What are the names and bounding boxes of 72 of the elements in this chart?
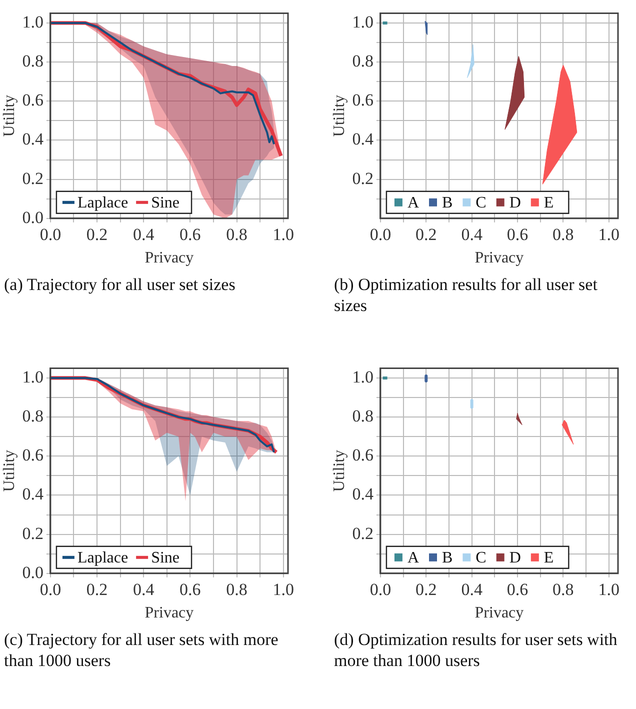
x-axis-title: Privacy [474, 250, 524, 267]
legend-label: B [442, 550, 453, 567]
y-tick-label: 1.0 [352, 367, 374, 386]
x-tick-label: 0.6 [506, 580, 528, 600]
x-tick-label: 0.6 [180, 225, 201, 244]
y-tick-label: 0.8 [22, 52, 44, 71]
legend-label: Sine [151, 194, 180, 212]
y-tick-label: 1.0 [22, 12, 44, 32]
legend-label: A [407, 194, 420, 212]
y-tick-label: 0.8 [352, 406, 374, 426]
x-tick-label: 0.4 [461, 580, 483, 600]
x-tick-label: 1.0 [272, 225, 294, 244]
x-tick-label: 0.2 [86, 580, 108, 600]
legend-label: Laplace [77, 550, 128, 567]
x-tick-label: 0.8 [552, 225, 574, 244]
text: (b) Optimization results for all user set sizes [333, 274, 598, 316]
legend-label: E [544, 194, 554, 212]
y-tick-label: 0.2 [22, 168, 44, 188]
y-tick-label: 1.0 [352, 12, 374, 32]
x-tick-label: 0.6 [180, 580, 201, 600]
y-tick-label: 0.4 [352, 484, 374, 504]
legend-label: Laplace [77, 194, 128, 212]
legend-label: E [544, 550, 554, 567]
legend-label: A [407, 550, 420, 567]
y-tick-label: 0.4 [352, 130, 374, 149]
text: (a) Trajectory for all user set sizes [3, 274, 236, 295]
x-axis-title: Privacy [144, 604, 194, 622]
y-tick-label: 0.0 [22, 208, 44, 227]
y-tick-label: 0.6 [22, 90, 44, 110]
y-axis-title: Utility [330, 94, 348, 137]
x-tick-label: 0.0 [40, 225, 62, 244]
y-tick-label: 0.2 [352, 524, 374, 543]
x-axis-title: Privacy [474, 604, 524, 622]
y-axis-title: Utility [330, 450, 348, 492]
x-tick-label: 1.0 [272, 580, 294, 600]
y-axis-title: Utility [0, 94, 18, 137]
x-tick-label: 0.2 [416, 225, 437, 244]
y-tick-label: 0.2 [22, 524, 44, 543]
x-tick-label: 0.8 [226, 580, 248, 600]
x-tick-label: 0.2 [86, 225, 108, 244]
x-tick-label: 0.4 [132, 225, 155, 244]
x-tick-label: 1.0 [598, 580, 620, 600]
y-tick-label: 0.0 [22, 562, 44, 582]
legend-label: C [476, 194, 486, 212]
x-tick-label: 0.0 [370, 580, 392, 600]
x-tick-label: 0.8 [552, 580, 574, 600]
y-tick-label: 1.0 [22, 367, 44, 386]
x-tick-label: 0.4 [132, 580, 155, 600]
y-tick-label: 0.6 [352, 90, 374, 110]
legend-label: D [509, 550, 521, 567]
x-tick-label: 0.6 [506, 225, 528, 244]
x-tick-label: 0.2 [416, 580, 437, 600]
y-tick-label: 0.4 [22, 130, 44, 149]
text: (c) Trajectory for all user sets with more than 1000 users [3, 629, 280, 671]
y-tick-label: 0.6 [352, 446, 374, 465]
text: (d) Optimization results for user sets with more than 1000 users [333, 629, 618, 671]
y-tick-label: 0.4 [22, 484, 44, 504]
y-tick-label: 0.2 [352, 168, 374, 188]
y-tick-label: 0.6 [22, 446, 44, 465]
legend-label: B [442, 194, 453, 212]
y-tick-label: 0.8 [352, 52, 374, 71]
legend-label: Sine [151, 550, 180, 567]
y-axis-title: Utility [0, 450, 18, 492]
y-tick-label: 0.8 [22, 406, 44, 426]
x-tick-label: 0.0 [40, 580, 62, 600]
x-tick-label: 0.8 [226, 225, 248, 244]
legend-label: D [509, 194, 521, 212]
legend-label: C [476, 550, 486, 567]
x-tick-label: 0.0 [370, 225, 392, 244]
x-tick-label: 1.0 [598, 225, 620, 244]
x-axis-title: Privacy [144, 250, 194, 267]
x-tick-label: 0.4 [461, 225, 483, 244]
